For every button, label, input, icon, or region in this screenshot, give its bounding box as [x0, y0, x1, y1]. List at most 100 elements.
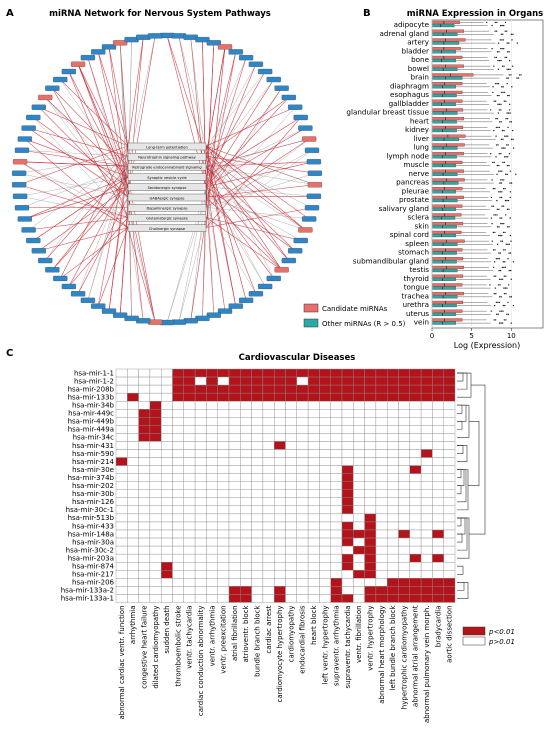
network-edge: [178, 217, 207, 323]
heatmap-cell-significant: [307, 384, 320, 394]
heatmap-cell: [217, 441, 230, 450]
heatmap-cell-significant: [364, 570, 377, 579]
heatmap-cell: [420, 570, 433, 579]
network-edge: [205, 145, 237, 307]
box-outlier: [500, 47, 502, 50]
other-mirna-node: [238, 297, 254, 303]
box-outlier: [500, 217, 503, 219]
heatmap-cell: [409, 401, 422, 410]
heatmap-cell: [183, 433, 196, 442]
heatmap-column-labels: abnormal cardiac ventr. function arrhythm…: [118, 605, 454, 723]
heatmap-cell: [319, 457, 331, 466]
other-mirna-node: [101, 44, 117, 50]
box-outlier: [507, 77, 510, 79]
box-outlier: [504, 249, 506, 251]
heatmap-cell: [398, 505, 411, 515]
dendrogram-branch: [457, 582, 469, 599]
network-edge: [21, 206, 129, 208]
heatmap-cell-significant: [183, 384, 196, 394]
network-edge: [68, 71, 129, 218]
box-outlier: [508, 59, 511, 62]
heatmap-cell: [115, 594, 128, 603]
heatmap-cell-significant: [149, 433, 162, 442]
box-outlier: [507, 126, 509, 129]
heatmap-cell: [274, 457, 286, 466]
heatmap-cell: [307, 457, 320, 466]
heatmap-cell: [274, 505, 286, 515]
heatmap-cell: [443, 465, 456, 474]
heatmap-cell: [172, 481, 185, 490]
heatmap-cell: [375, 425, 388, 434]
box-outlier: [505, 243, 507, 246]
heatmap-cell: [115, 497, 128, 507]
heatmap-cell: [375, 449, 388, 458]
box-outlier: [506, 68, 508, 71]
box-outlier: [501, 65, 504, 67]
heatmap-cell-significant: [330, 392, 343, 402]
box: [432, 32, 458, 36]
box-outlier: [504, 21, 507, 24]
heatmap-cell-significant: [262, 392, 275, 402]
heatmap-cell: [341, 545, 354, 555]
heatmap-cell: [432, 537, 444, 547]
box-outlier: [510, 322, 512, 324]
box-outlier: [501, 191, 503, 193]
box-outlier: [496, 173, 498, 176]
x-tick-label: 5: [469, 332, 473, 340]
box-outlier: [496, 199, 498, 202]
heatmap-cell-significant: [183, 392, 196, 402]
heatmap-cell: [353, 465, 365, 474]
heatmap-cell: [217, 489, 230, 499]
candidate-mirna-node: [38, 94, 53, 101]
box-outlier: [499, 39, 502, 41]
other-mirna-node: [257, 283, 273, 290]
heatmap-cell: [240, 529, 252, 539]
heatmap-cell: [375, 553, 388, 563]
box: [432, 304, 457, 308]
other-mirna-node: [288, 248, 303, 254]
heatmap-cell-significant: [353, 376, 365, 386]
heatmap-cell: [160, 545, 173, 555]
heatmap-cell-significant: [387, 392, 399, 402]
box-outlier: [492, 86, 494, 88]
heatmap-cell: [443, 449, 456, 458]
box-outlier: [494, 100, 497, 102]
heatmap-cell: [319, 441, 331, 450]
heatmap-cell: [115, 433, 128, 442]
heatmap-cell: [149, 586, 162, 595]
box: [432, 102, 456, 106]
mirna-row-label: hsa-mir-208b: [68, 385, 115, 393]
heatmap-cell: [262, 441, 275, 450]
legend-candidate-label: Candidate miRNAs: [322, 305, 388, 313]
box-outlier: [512, 33, 514, 36]
heatmap-cell: [206, 529, 218, 539]
box-outlier: [497, 301, 499, 304]
heatmap-cell: [194, 505, 207, 515]
network-edge: [205, 206, 310, 220]
panel-b: B miRNA Expression in Organs adipocytead…: [346, 8, 544, 350]
heatmap-cell: [172, 497, 185, 507]
heatmap-cell: [251, 457, 264, 466]
box-outlier: [491, 179, 493, 181]
heatmap-cell: [409, 570, 422, 579]
heatmap-cell: [375, 537, 388, 547]
box-outlier: [505, 292, 507, 295]
network-edge: [205, 186, 226, 312]
other-mirna-node: [11, 170, 27, 176]
heatmap-cell: [228, 401, 241, 410]
heatmap-cell: [262, 513, 275, 523]
heatmap-cell: [330, 562, 343, 571]
heatmap-cell: [364, 457, 377, 466]
box-outlier: [505, 144, 508, 146]
network-edge: [202, 227, 207, 319]
box-outlier: [498, 269, 500, 272]
heatmap-cell: [183, 489, 196, 499]
heatmap-cell: [251, 578, 264, 587]
heatmap-cell: [127, 368, 139, 378]
heatmap-cell: [443, 497, 456, 507]
heatmap-cell: [375, 401, 388, 410]
box: [432, 164, 456, 168]
box-outlier: [494, 56, 496, 59]
heatmap-cell: [274, 409, 286, 418]
other-mirna-node: [238, 55, 254, 61]
